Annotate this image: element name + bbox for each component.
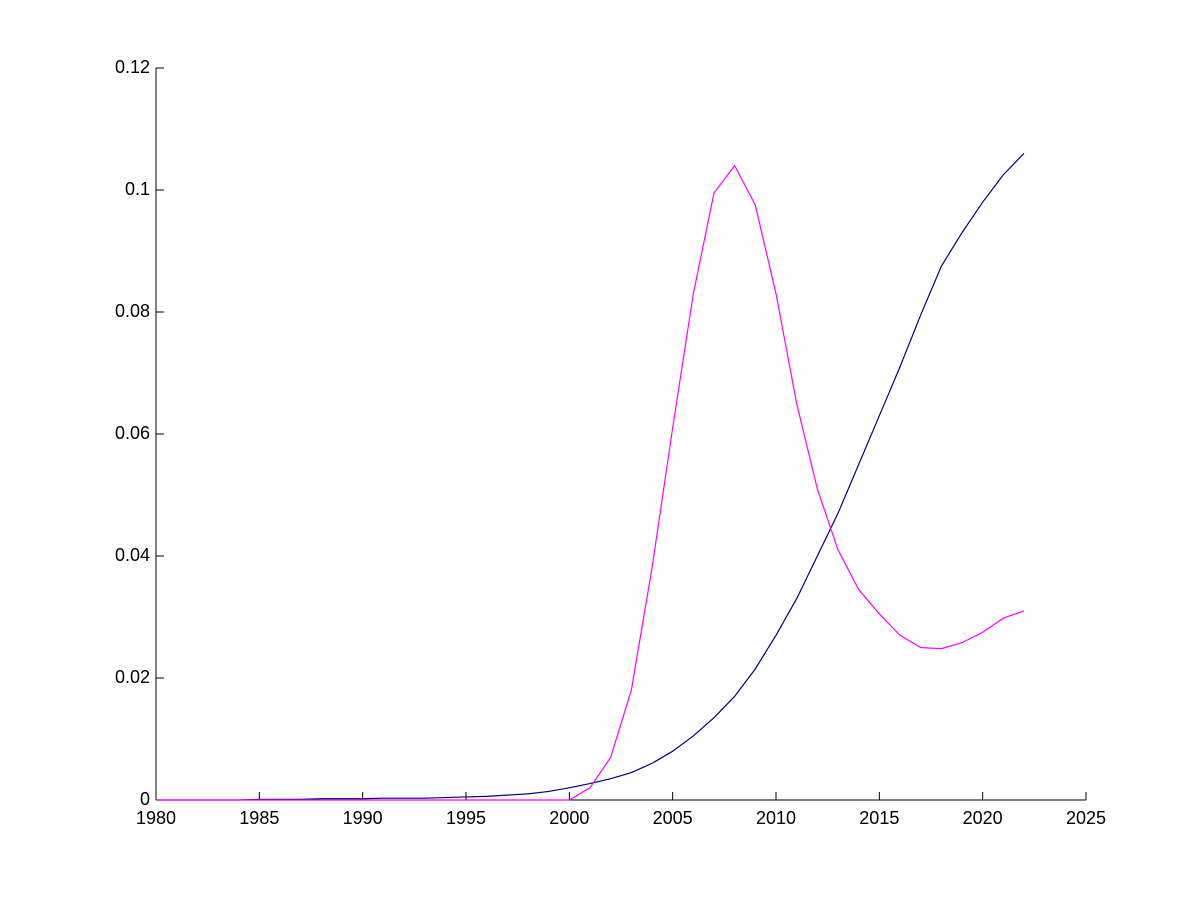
x-tick-label: 2025 xyxy=(1066,808,1106,828)
y-tick-label: 0.1 xyxy=(125,179,150,199)
y-tick-label: 0.12 xyxy=(115,57,150,77)
x-tick-label: 1990 xyxy=(343,808,383,828)
y-tick-label: 0.02 xyxy=(115,667,150,687)
y-tick-label: 0.06 xyxy=(115,423,150,443)
series-line xyxy=(156,164,1025,801)
x-tick-label: 1980 xyxy=(136,808,176,828)
x-tick-label: 2000 xyxy=(549,808,589,828)
x-tick-label: 2020 xyxy=(963,808,1003,828)
x-tick-label: 1985 xyxy=(239,808,279,828)
x-tick-label: 1995 xyxy=(446,808,486,828)
y-tick-label: 0 xyxy=(140,789,150,809)
x-tick-label: 2005 xyxy=(653,808,693,828)
y-tick-label: 0.04 xyxy=(115,545,150,565)
x-tick-label: 2010 xyxy=(756,808,796,828)
y-tick-label: 0.08 xyxy=(115,301,150,321)
series-line xyxy=(156,152,1025,801)
x-tick-label: 2015 xyxy=(859,808,899,828)
